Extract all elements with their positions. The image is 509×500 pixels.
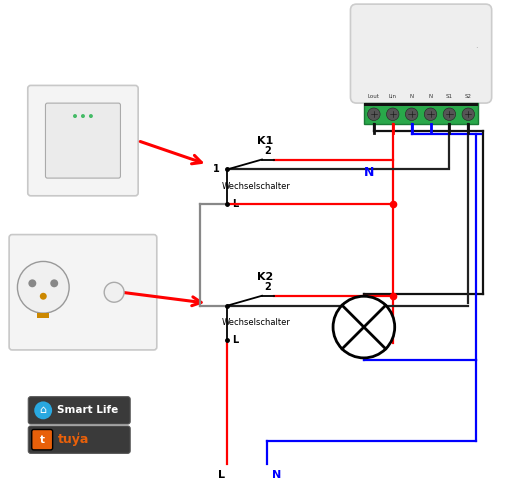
Text: N: N — [272, 470, 281, 480]
FancyBboxPatch shape — [45, 103, 121, 178]
Circle shape — [386, 108, 399, 120]
FancyBboxPatch shape — [29, 426, 130, 454]
Text: S1: S1 — [446, 94, 453, 99]
Text: K2: K2 — [257, 272, 273, 282]
Text: L: L — [218, 470, 224, 480]
Circle shape — [425, 108, 437, 120]
Text: 2: 2 — [265, 146, 271, 156]
Circle shape — [40, 293, 47, 300]
Text: Lout: Lout — [368, 94, 380, 99]
Text: 2: 2 — [265, 282, 271, 292]
FancyBboxPatch shape — [351, 4, 492, 103]
Text: t: t — [40, 434, 45, 444]
Text: Wechselschalter: Wechselschalter — [222, 182, 291, 191]
Text: L: L — [232, 336, 238, 345]
Text: tuya: tuya — [58, 433, 90, 446]
FancyBboxPatch shape — [29, 396, 130, 424]
Bar — [364, 103, 478, 106]
Text: 1: 1 — [213, 164, 220, 174]
Circle shape — [34, 402, 52, 419]
Text: Wechselschalter: Wechselschalter — [222, 318, 291, 327]
Text: ·: · — [475, 44, 478, 53]
Circle shape — [73, 114, 77, 118]
Circle shape — [333, 296, 394, 358]
FancyBboxPatch shape — [9, 234, 157, 350]
Circle shape — [29, 280, 36, 287]
Text: ⌂: ⌂ — [40, 406, 47, 415]
Circle shape — [81, 114, 85, 118]
Circle shape — [367, 108, 380, 120]
FancyBboxPatch shape — [28, 86, 138, 196]
Text: N: N — [363, 166, 374, 179]
Text: Smart Life: Smart Life — [56, 406, 118, 415]
Bar — [364, 103, 478, 124]
Bar — [37, 313, 49, 318]
Text: Lin: Lin — [389, 94, 397, 99]
Circle shape — [17, 262, 69, 313]
Circle shape — [104, 282, 124, 302]
Text: L: L — [232, 200, 238, 209]
Circle shape — [89, 114, 93, 118]
Text: S2: S2 — [465, 94, 472, 99]
Circle shape — [50, 280, 58, 287]
Circle shape — [405, 108, 418, 120]
Text: N: N — [429, 94, 433, 99]
Circle shape — [443, 108, 456, 120]
FancyBboxPatch shape — [32, 430, 52, 450]
Circle shape — [462, 108, 474, 120]
Text: ʻ: ʻ — [76, 432, 79, 442]
Text: K1: K1 — [257, 136, 273, 145]
Text: N: N — [410, 94, 414, 99]
